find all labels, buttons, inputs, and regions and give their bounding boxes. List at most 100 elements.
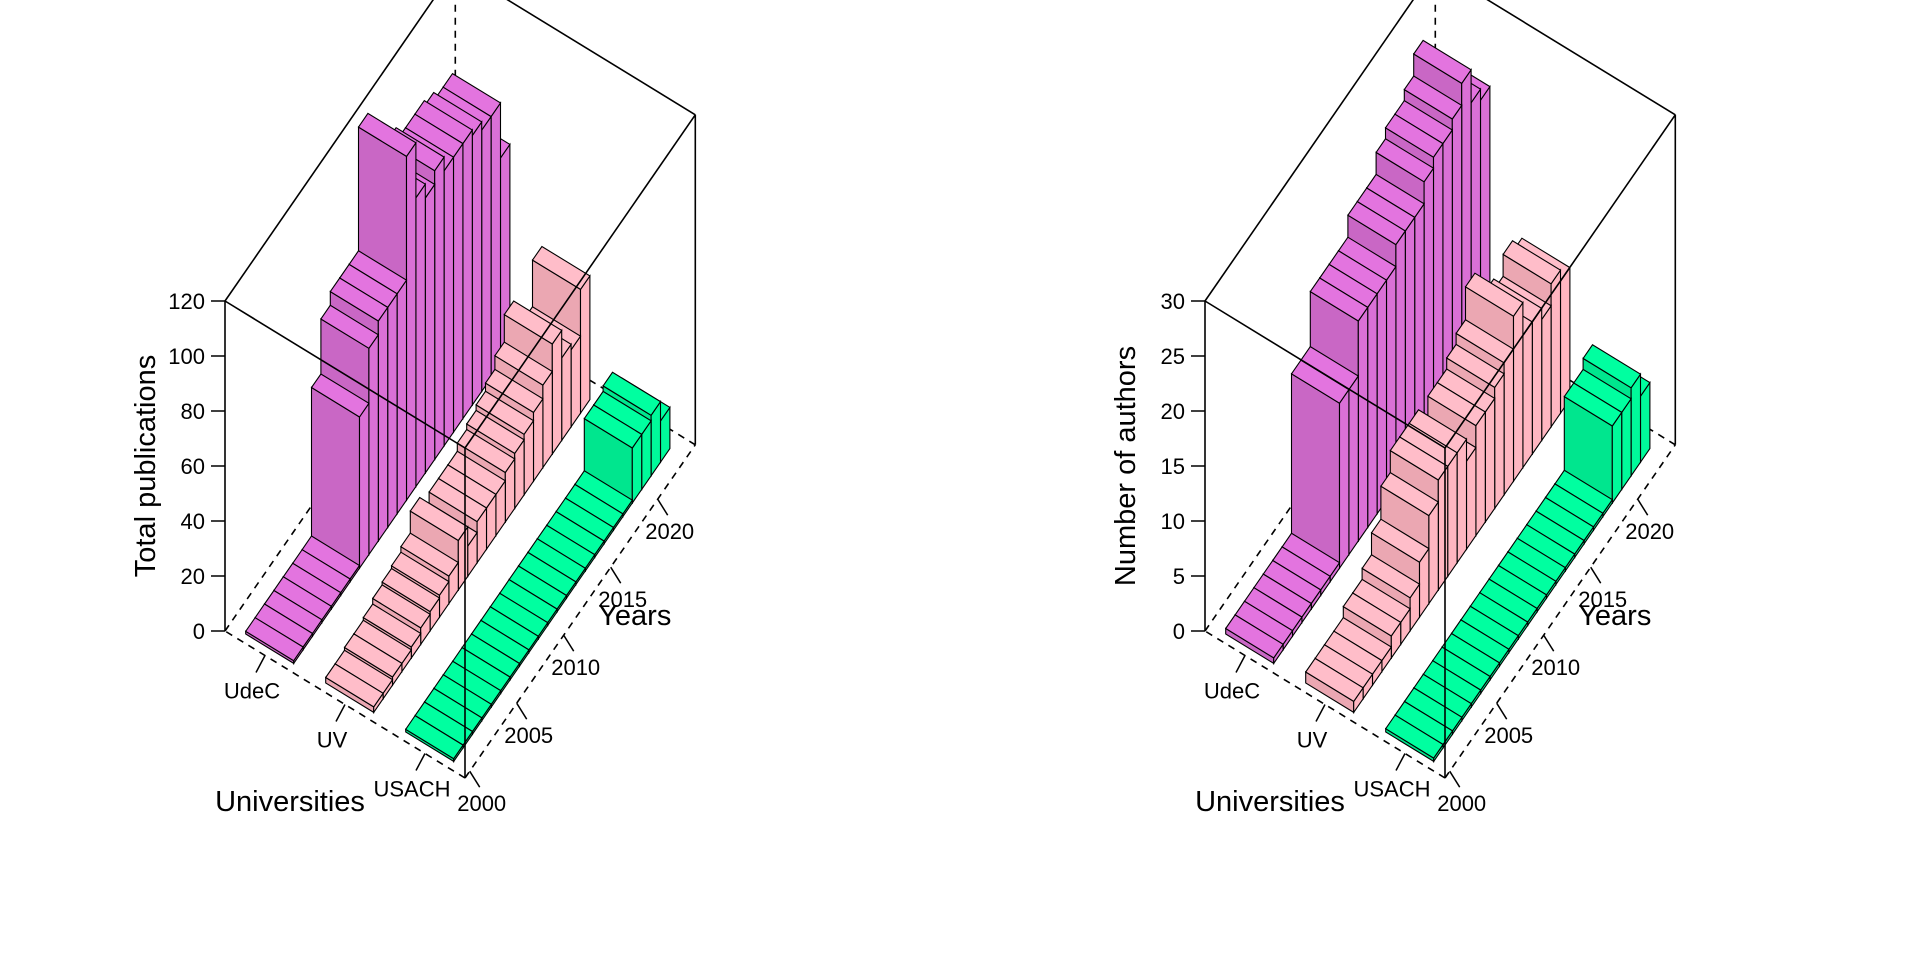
x-tick [1590,566,1602,584]
x-tick-label: 2020 [645,519,694,544]
bar-top [1464,272,1524,317]
bar-front [387,292,398,530]
series-uv [1304,237,1571,715]
bar-front [358,401,370,570]
bar-top [1384,714,1444,759]
bar-front [1348,374,1359,557]
bar-top [583,404,643,449]
bar-top [475,390,535,436]
y-tick [1395,753,1406,771]
x-tick-label: 2010 [1531,655,1580,680]
bar-top [1342,592,1402,637]
box-edge [1204,300,1446,449]
bar-top [1403,75,1463,120]
x-axis: 2000 2005 2010 2015 2020 Years [457,498,694,816]
bar-front [1630,372,1642,478]
bar-front [490,101,502,380]
bar-top [329,277,389,322]
bar-front [561,342,572,443]
bar-front [1531,306,1543,456]
y-tick-label: UV [317,728,348,753]
bar [324,663,384,715]
bar-front [1611,410,1623,505]
bar-top [1502,240,1562,285]
bar-top [362,603,422,648]
series-udec [1224,39,1491,666]
box-edge [1444,444,1676,779]
bar-top [531,245,591,291]
z-tick-label: 5 [1173,564,1185,589]
bar-top [1347,200,1407,246]
bar-top [1370,518,1430,563]
bar-top [404,714,464,760]
bar-top [1445,343,1505,389]
box-edge [464,444,696,779]
x-tick-label: 2015 [598,587,647,612]
bar-front [1475,410,1486,538]
bars [244,72,671,764]
bar [1290,359,1350,570]
x-tick-label: 2005 [504,723,553,748]
x-tick-label: 2000 [457,791,506,816]
bar-front [377,305,389,543]
y-tick-label: UdeC [1204,679,1260,704]
bar-top [1582,344,1642,389]
bar-front [424,182,436,475]
series-usach [1384,344,1651,764]
bar-front [1494,372,1505,511]
bar-top [310,373,370,418]
bar-front [452,141,464,434]
x-axis: 2000 2005 2010 2015 2020 Years [1437,498,1674,816]
bar [583,404,643,505]
x-tick [1449,770,1461,788]
z-tick-label: 20 [1161,399,1185,424]
bar-front [1465,445,1477,551]
y-tick [1235,655,1246,673]
y-axis: UdeC UV USACH Universities [1195,655,1431,818]
bar-front [1376,278,1388,516]
y-tick [335,704,346,722]
z-tick-label: 40 [181,509,205,534]
z-axis-title: Number of authors [1110,346,1142,586]
bar-front [462,128,473,421]
z-axis: 0 5 10 15 20 25 30 Number of authors [1110,289,1205,644]
bar-front [396,278,408,516]
z-axis-title: Total publications [130,355,162,577]
bar-front [1456,437,1468,565]
bar-top [503,300,563,345]
y-tick-label: USACH [373,777,450,802]
x-tick [1496,702,1508,720]
box-edge [1444,114,1676,449]
bar-top [484,368,544,414]
series-usach [404,371,671,764]
bar-front [1541,304,1552,443]
series-udec [244,72,511,666]
bar-top [381,567,441,613]
bar-front [368,333,379,557]
bar-front [405,141,417,502]
y-axis-title: Universities [1195,786,1345,818]
bar-top [343,633,403,678]
bar-top [1384,113,1444,158]
x-tick [516,702,528,720]
bar-front [551,328,563,456]
bar-front [1484,396,1496,524]
bar-top [357,112,417,158]
x-tick-label: 2015 [1578,587,1627,612]
bar-top [1563,382,1623,427]
y-tick [415,753,426,771]
y-tick-label: UdeC [224,679,280,704]
bar-top [1375,138,1435,183]
bar-front [1367,292,1378,530]
z-tick-label: 100 [168,344,205,369]
bar [1224,614,1284,666]
x-tick [1543,634,1555,652]
box-edge [224,0,435,302]
bar [1304,657,1364,715]
bar-top [1309,277,1369,322]
bar-top [1224,614,1284,659]
z-tick-label: 60 [181,454,205,479]
bar-front [1437,464,1449,592]
